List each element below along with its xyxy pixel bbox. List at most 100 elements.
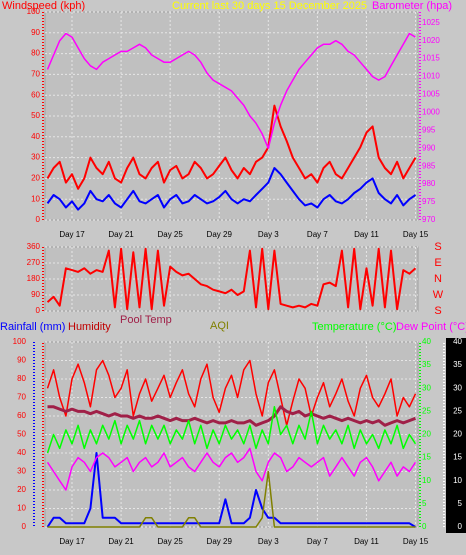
y-tick-label: 20	[31, 174, 40, 183]
x-tick-label: Day 25	[157, 230, 183, 239]
x-tick-label: Day 29	[207, 537, 233, 546]
series-line	[46, 447, 417, 491]
y-tick-label: 0	[36, 306, 41, 315]
y2-tick-label: 985	[422, 161, 436, 170]
y-tick-label: 20	[17, 485, 26, 494]
y-tick-label: 60	[17, 411, 26, 420]
y2-tick-label: 990	[422, 143, 436, 152]
y2-tick-label: 20	[422, 430, 431, 439]
compass-label: S	[434, 305, 441, 317]
y-tick-label: 80	[31, 49, 40, 58]
series-line	[46, 247, 417, 311]
dew-axis-strip	[446, 338, 466, 533]
y2-tick-label: 970	[422, 215, 436, 224]
y2-tick-label: 995	[422, 125, 436, 134]
legend-aqi: AQI	[210, 320, 229, 332]
y-tick-label: 0	[22, 522, 27, 531]
y-tick-label: 30	[31, 153, 40, 162]
y2-tick-label: 30	[422, 383, 431, 392]
y-tick-label: 80	[17, 374, 26, 383]
chart-title: Current last 30 days 15 December 2025	[172, 0, 367, 12]
y2-tick-label: 5	[422, 499, 427, 508]
y-tick-label: 90	[31, 290, 40, 299]
y-tick-label: 70	[17, 393, 26, 402]
legend-rainfall: Rainfall (mm)	[0, 321, 65, 333]
y-tick-label: 180	[27, 274, 41, 283]
y2-tick-label: 1015	[422, 54, 440, 63]
x-tick-label: Day 25	[157, 537, 183, 546]
x-tick-label: Day 29	[207, 230, 233, 239]
y-tick-label: 60	[31, 90, 40, 99]
y-tick-label: 50	[17, 430, 26, 439]
series-line	[46, 32, 416, 150]
y3-tick-label: 5	[458, 499, 463, 508]
series-line	[47, 470, 416, 528]
series-line	[46, 452, 417, 528]
y2-tick-label: 975	[422, 197, 436, 206]
series-line	[46, 167, 417, 211]
compass-label: N	[434, 273, 442, 285]
y3-tick-label: 0	[458, 522, 463, 531]
y2-tick-label: 10	[422, 476, 431, 485]
y-tick-label: 360	[27, 242, 41, 251]
y2-tick-label: 980	[422, 179, 436, 188]
y2-tick-label: 15	[422, 453, 431, 462]
y2-tick-label: 1000	[422, 108, 440, 117]
x-tick-label: Day 3	[258, 537, 279, 546]
y2-tick-label: 1020	[422, 36, 440, 45]
y2-tick-label: 35	[422, 360, 431, 369]
y3-tick-label: 35	[453, 360, 462, 369]
x-tick-label: Day 15	[403, 537, 429, 546]
compass-label: S	[434, 241, 441, 253]
y3-tick-label: 40	[453, 337, 462, 346]
y-tick-label: 40	[31, 132, 40, 141]
y3-tick-label: 30	[453, 383, 462, 392]
y3-tick-label: 10	[453, 476, 462, 485]
x-tick-label: Day 7	[307, 537, 328, 546]
y2-tick-label: 0	[422, 522, 427, 531]
y-tick-label: 270	[27, 258, 41, 267]
y-tick-label: 70	[31, 70, 40, 79]
y2-tick-label: 1010	[422, 72, 440, 81]
y2-tick-label: 25	[422, 406, 431, 415]
compass-label: E	[434, 257, 441, 269]
y-axis-label: Windspeed (kph)	[2, 0, 85, 12]
y-tick-label: 40	[17, 448, 26, 457]
y2-axis-label: Barometer (hpa)	[372, 0, 452, 12]
x-tick-label: Day 21	[108, 537, 134, 546]
y3-tick-label: 20	[453, 430, 462, 439]
series-line	[47, 405, 417, 427]
x-tick-label: Day 11	[354, 537, 379, 546]
plot-area	[44, 11, 419, 221]
y-tick-label: 30	[17, 467, 26, 476]
x-tick-label: Day 7	[307, 230, 328, 239]
legend-dew-point: Dew Point (°C)	[396, 321, 466, 333]
y-tick-label: 10	[31, 194, 40, 203]
y2-tick-label: 1005	[422, 90, 440, 99]
x-tick-label: Day 17	[59, 537, 85, 546]
legend-pool-temp: Pool Temp	[120, 314, 172, 326]
y-tick-label: 100	[27, 7, 41, 16]
x-tick-label: Day 11	[354, 230, 379, 239]
y-tick-label: 10	[17, 504, 26, 513]
y-tick-label: 90	[31, 28, 40, 37]
y3-tick-label: 15	[453, 453, 462, 462]
y-tick-label: 100	[13, 337, 27, 346]
y3-tick-label: 25	[453, 406, 462, 415]
x-tick-label: Day 21	[108, 230, 134, 239]
legend-temperature: Temperature (°C)	[312, 321, 396, 333]
x-tick-label: Day 15	[403, 230, 429, 239]
x-tick-label: Day 3	[258, 230, 279, 239]
y-tick-label: 90	[17, 356, 26, 365]
legend-humidity: Humidity	[68, 321, 111, 333]
y2-tick-label: 1025	[422, 18, 440, 27]
x-tick-label: Day 17	[59, 230, 85, 239]
series-line	[46, 104, 417, 190]
compass-label: W	[433, 289, 444, 301]
y-tick-label: 50	[31, 111, 40, 120]
y-tick-label: 0	[36, 215, 41, 224]
series-line	[46, 406, 417, 454]
series-line	[46, 359, 417, 427]
